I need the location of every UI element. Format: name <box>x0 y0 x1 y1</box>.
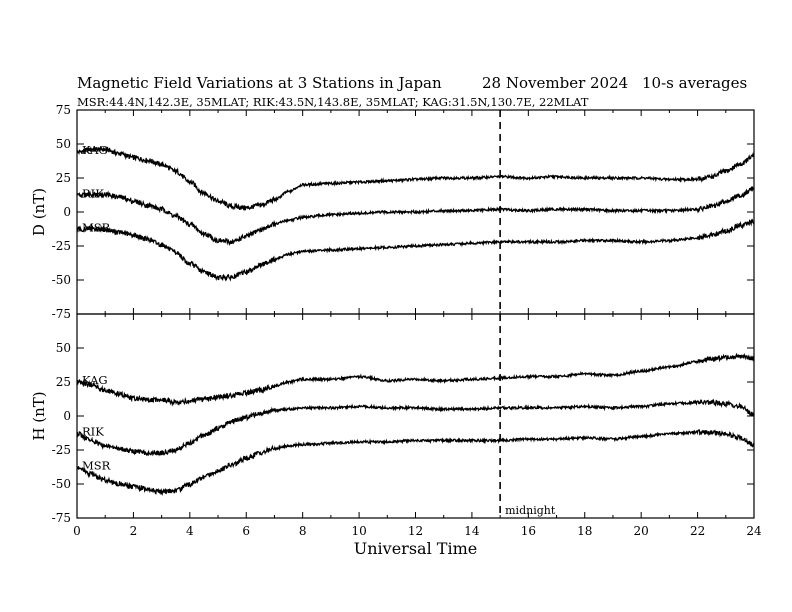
y-tick-label: -25 <box>52 443 71 457</box>
series-line-msr <box>76 429 755 496</box>
x-tick-label: 10 <box>351 524 366 538</box>
y-tick-label: 75 <box>56 103 71 117</box>
y-tick-label: 25 <box>56 171 71 185</box>
series-label-kag: KAG <box>82 143 108 157</box>
y-tick-label: -50 <box>52 477 71 491</box>
d-component-panel: -75 -50 -25 0 25 50 75 D (nT) KAG RIK MSR <box>30 103 755 321</box>
x-axis-label: Universal Time <box>354 539 477 558</box>
y-tick-label: 50 <box>56 341 71 355</box>
y-tick-label: 50 <box>56 137 71 151</box>
series-line-rik <box>76 398 755 457</box>
midnight-label: midnight <box>505 504 556 517</box>
y-tick-label: -25 <box>52 239 71 253</box>
x-tick-label: 0 <box>73 524 81 538</box>
series-line-msr <box>76 218 755 282</box>
x-tick-label: 20 <box>634 524 649 538</box>
series-line-kag <box>76 145 755 212</box>
chart-averaging: 10-s averages <box>642 74 747 92</box>
series-label-rik: RIK <box>82 187 104 201</box>
x-tick-label: 6 <box>242 524 250 538</box>
y-axis-label: D (nT) <box>30 188 48 236</box>
chart-title: Magnetic Field Variations at 3 Stations … <box>77 74 442 92</box>
series-label-kag: KAG <box>82 373 108 387</box>
x-tick-label: 12 <box>408 524 423 538</box>
series-label-rik: RIK <box>82 425 104 439</box>
x-tick-label: 22 <box>690 524 705 538</box>
y-tick-label: 0 <box>63 205 71 219</box>
series-label-msr: MSR <box>82 459 111 473</box>
x-tick-label: 18 <box>577 524 592 538</box>
y-tick-label: -75 <box>52 511 71 525</box>
series-line-kag <box>76 352 755 407</box>
y-tick-label: -75 <box>52 307 71 321</box>
x-tick-label: 8 <box>299 524 307 538</box>
y-tick-label: 25 <box>56 375 71 389</box>
chart-date: 28 November 2024 <box>482 74 628 92</box>
x-tick-label: 24 <box>746 524 762 538</box>
y-axis-label: H (nT) <box>30 391 48 440</box>
x-tick-label: 14 <box>464 524 480 538</box>
series-label-msr: MSR <box>82 221 111 235</box>
y-tick-label: 0 <box>63 409 71 423</box>
y-tick-label: -50 <box>52 273 71 287</box>
x-tick-label: 2 <box>130 524 138 538</box>
x-tick-label: 4 <box>186 524 194 538</box>
x-tick-label: 16 <box>521 524 536 538</box>
station-info: MSR:44.4N,142.3E, 35MLAT; RIK:43.5N,143.… <box>77 95 589 109</box>
series-line-rik <box>76 185 755 247</box>
